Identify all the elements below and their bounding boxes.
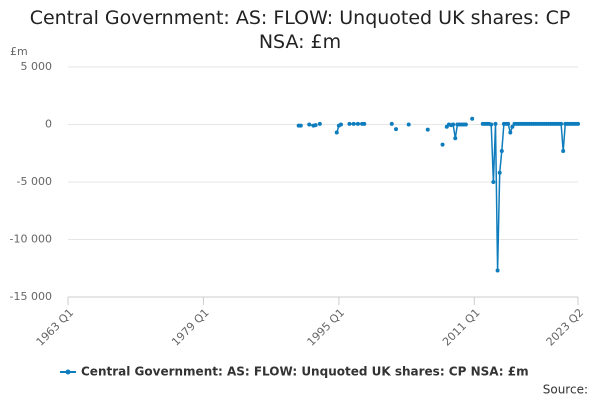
data-point: [497, 170, 502, 175]
data-point: [347, 121, 352, 126]
y-tick-label: 5 000: [21, 60, 53, 73]
data-point: [355, 121, 360, 126]
y-tick-label: -15 000: [10, 290, 52, 303]
data-point: [338, 122, 343, 127]
data-point: [440, 142, 445, 147]
data-point: [506, 121, 511, 126]
data-point: [313, 123, 318, 128]
data-point: [406, 122, 411, 127]
data-point: [394, 127, 399, 132]
y-tick-label: -5 000: [17, 175, 52, 188]
data-point: [576, 121, 580, 126]
data-point: [451, 122, 456, 127]
x-tick-label: 1979 Q1: [169, 306, 212, 349]
data-point: [351, 121, 356, 126]
data-point: [493, 121, 498, 126]
data-point: [559, 121, 564, 126]
y-axis-label: £m: [10, 45, 28, 58]
x-tick-label: 1995 Q1: [305, 306, 348, 349]
x-tick-label: 2011 Q1: [440, 306, 483, 349]
data-point: [491, 180, 496, 184]
data-point: [425, 127, 430, 132]
chart-title: Central Government: AS: FLOW: Unquoted U…: [29, 7, 571, 53]
data-point: [561, 148, 566, 153]
data-point: [495, 268, 500, 273]
y-tick-label: 0: [45, 118, 52, 131]
data-point: [489, 122, 494, 127]
data-point: [463, 122, 468, 127]
data-point: [362, 121, 367, 126]
data-point: [508, 130, 513, 135]
series-line: [298, 123, 578, 271]
data-point: [307, 122, 312, 127]
data-point: [298, 123, 303, 128]
source: Source:: [543, 383, 588, 397]
legend-label: Central Government: AS: FLOW: Unquoted U…: [81, 365, 529, 379]
data-point: [453, 136, 458, 141]
x-tick-label: 1963 Q1: [34, 306, 77, 349]
data-point: [499, 148, 504, 153]
data-point: [389, 121, 394, 126]
data-point: [510, 124, 515, 129]
x-tick-label: 2023 Q2: [544, 306, 587, 349]
data-point: [334, 130, 339, 135]
y-tick-label: -10 000: [10, 233, 52, 246]
data-point: [317, 121, 322, 126]
data-point: [470, 116, 475, 121]
legend-marker: [65, 369, 71, 375]
